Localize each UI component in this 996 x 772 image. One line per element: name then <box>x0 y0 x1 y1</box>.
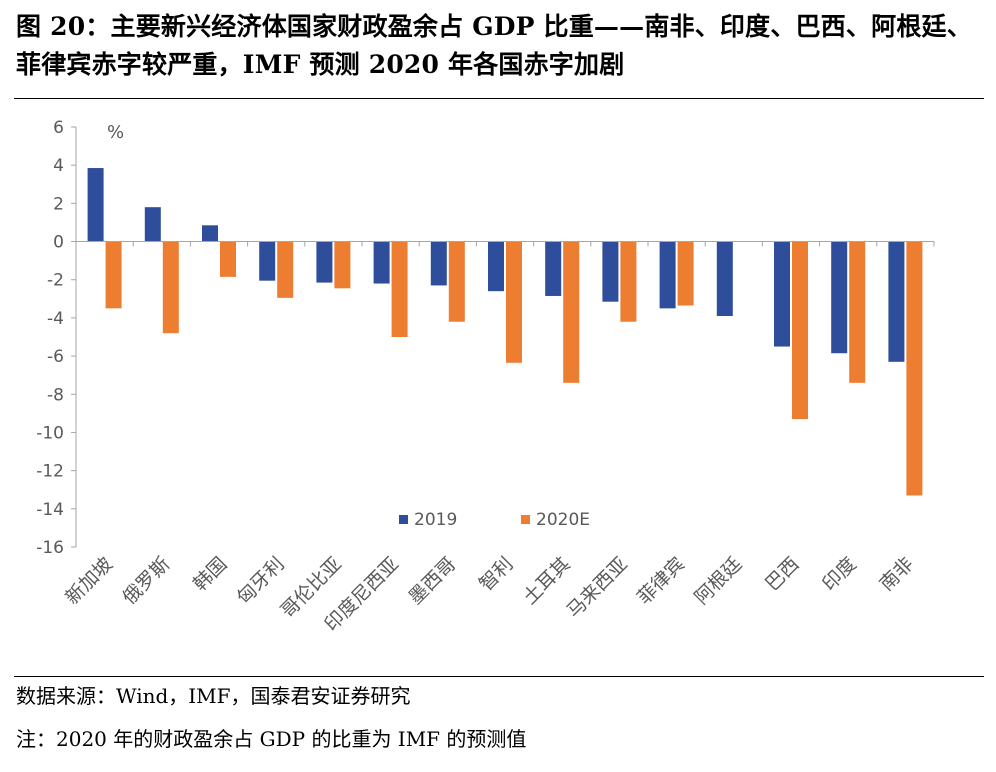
bar-2020E-俄罗斯 <box>162 241 179 334</box>
bar-2020E-巴西 <box>792 241 808 420</box>
bar-2020E-韩国 <box>220 241 236 277</box>
legend-swatch-2020E <box>521 515 530 524</box>
bar-2020E-匈牙利 <box>277 241 294 298</box>
y-axis: 6 4 2 0 -2 -4 -6 -8 -10 -12 -14 -16 <box>36 118 77 558</box>
bar-2020E-马来西亚 <box>620 241 637 322</box>
bar-chart: 6 4 2 0 -2 -4 -6 -8 -10 -12 -14 -16 新加坡 俄罗斯 韩国 匈牙利哥伦比亚… <box>36 118 935 636</box>
bar-2019-新加坡 <box>87 168 104 242</box>
bar-2019-印度尼西亚 <box>373 241 390 284</box>
bar-2019-巴西 <box>774 241 790 347</box>
source-text: 数据来源：Wind，IMF，国泰君安证券研究 <box>16 684 411 708</box>
legend-swatch-2019 <box>399 515 408 524</box>
legend-label-2020E: 2020E <box>536 510 590 530</box>
bar-2020E-菲律宾 <box>677 241 694 306</box>
bar-2020E-新加坡 <box>105 241 122 309</box>
bar-2019-南非 <box>888 241 905 362</box>
category-label: 匈牙利 <box>233 553 289 609</box>
bar-2019-匈牙利 <box>259 241 276 281</box>
category-label: 土耳其 <box>519 553 575 609</box>
y-tick-label: -12 <box>36 462 64 482</box>
bar-2020E-墨西哥 <box>448 241 465 322</box>
bar-2019-墨西哥 <box>430 241 447 286</box>
category-label: 韩国 <box>189 553 231 595</box>
y-tick-label: -14 <box>36 500 64 520</box>
y-tick-label: -6 <box>47 347 64 367</box>
category-label: 巴西 <box>761 553 803 595</box>
title-divider <box>14 98 984 99</box>
source-divider <box>14 676 984 677</box>
legend: 2019 2020E <box>399 510 590 530</box>
category-label: 菲律宾 <box>633 553 689 609</box>
figure-title: 图 20：主要新兴经济体国家财政盈余占 GDP 比重——南非、印度、巴西、阿根廷… <box>16 12 972 79</box>
category-label: 俄罗斯 <box>118 553 174 609</box>
y-tick-label: 6 <box>53 118 64 138</box>
category-label: 南非 <box>875 553 917 595</box>
category-label: 印度 <box>818 553 860 595</box>
category-label: 马来西亚 <box>563 553 632 622</box>
bar-2020E-南非 <box>906 241 923 496</box>
category-label: 阿根廷 <box>690 553 746 609</box>
bar-2019-韩国 <box>202 225 218 242</box>
y-tick-label: 2 <box>53 194 64 214</box>
y-tick-label: 4 <box>53 156 64 176</box>
bar-2019-俄罗斯 <box>144 207 161 242</box>
y-tick-label: 0 <box>53 233 64 253</box>
bar-2019-哥伦比亚 <box>316 241 333 283</box>
category-label: 新加坡 <box>61 553 117 609</box>
legend-label-2019: 2019 <box>414 510 457 530</box>
bar-2020E-智利 <box>506 241 522 363</box>
x-axis <box>75 241 935 247</box>
bar-2020E-印度尼西亚 <box>391 241 408 337</box>
category-label: 墨西哥 <box>404 553 460 609</box>
bar-2019-智利 <box>488 241 504 292</box>
y-tick-label: -10 <box>36 423 64 443</box>
bars <box>87 168 923 496</box>
bar-2020E-印度 <box>849 241 866 383</box>
note-text: 注：2020 年的财政盈余占 GDP 的比重为 IMF 的预测值 <box>16 727 527 751</box>
bar-2020E-土耳其 <box>563 241 580 383</box>
bar-2019-阿根廷 <box>716 241 733 316</box>
bar-2019-土耳其 <box>545 241 562 296</box>
unit-label: % <box>107 122 124 143</box>
y-tick-label: -16 <box>36 538 64 558</box>
bar-2019-印度 <box>831 241 848 354</box>
bar-2019-马来西亚 <box>602 241 619 302</box>
y-tick-label: -2 <box>47 271 64 291</box>
y-tick-label: -4 <box>47 309 64 329</box>
bar-2020E-哥伦比亚 <box>334 241 351 289</box>
y-tick-label: -8 <box>47 385 64 405</box>
category-label: 智利 <box>475 553 517 595</box>
bar-2019-菲律宾 <box>659 241 676 309</box>
